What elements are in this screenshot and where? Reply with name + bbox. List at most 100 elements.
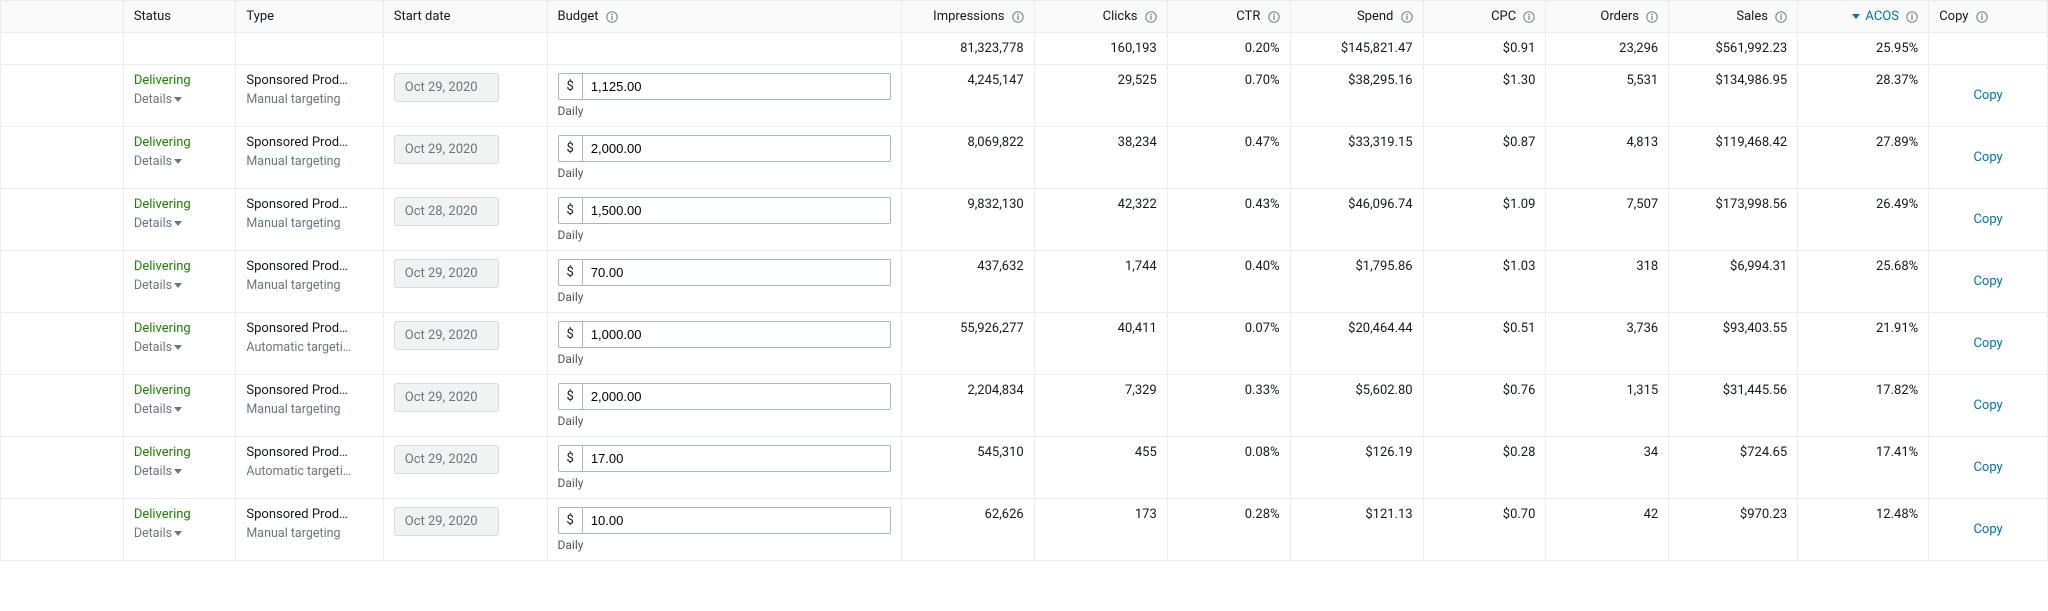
cell-acos: 12.48% (1798, 499, 1929, 561)
budget-input[interactable] (582, 259, 891, 286)
info-icon[interactable] (1145, 11, 1157, 23)
cell-cpc: $0.76 (1423, 375, 1546, 437)
info-icon[interactable] (1523, 11, 1535, 23)
budget-input[interactable] (582, 321, 891, 348)
info-icon[interactable] (1775, 11, 1787, 23)
status-badge: Delivering (134, 135, 191, 150)
chevron-down-icon (174, 283, 182, 288)
cell-acos: 27.89% (1798, 127, 1929, 189)
info-icon[interactable] (1401, 11, 1413, 23)
details-toggle[interactable]: Details (134, 340, 182, 355)
details-toggle[interactable]: Details (134, 216, 182, 231)
copy-link[interactable]: Copy (1973, 212, 2002, 227)
budget-input[interactable] (582, 383, 891, 410)
col-start-date[interactable]: Start date (383, 1, 547, 33)
start-date-chip[interactable]: Oct 29, 2020 (394, 259, 499, 288)
info-icon[interactable] (1012, 11, 1024, 23)
col-budget[interactable]: Budget (547, 1, 901, 33)
budget-input[interactable] (582, 135, 891, 162)
col-copy[interactable]: Copy (1929, 1, 2048, 33)
details-toggle[interactable]: Details (134, 154, 182, 169)
cell-orders: 4,813 (1546, 127, 1669, 189)
chevron-down-icon (174, 97, 182, 102)
col-ctr[interactable]: CTR (1167, 1, 1290, 33)
copy-link[interactable]: Copy (1973, 150, 2002, 165)
budget-input[interactable] (582, 445, 891, 472)
table-row: Delivering Details Sponsored Prod… Manua… (1, 375, 2048, 437)
cell-clicks: 7,329 (1034, 375, 1167, 437)
col-impressions[interactable]: Impressions (901, 1, 1034, 33)
cell-cpc: $1.03 (1423, 251, 1546, 313)
start-date-chip[interactable]: Oct 28, 2020 (394, 197, 499, 226)
start-date-chip[interactable]: Oct 29, 2020 (394, 73, 499, 102)
campaign-type: Sponsored Prod… (246, 259, 372, 274)
info-icon[interactable] (606, 11, 618, 23)
cell-cpc: $0.70 (1423, 499, 1546, 561)
budget-frequency: Daily (558, 538, 891, 552)
cell-sales: $724.65 (1669, 437, 1798, 499)
budget-input[interactable] (582, 73, 891, 100)
total-clicks: 160,193 (1034, 33, 1167, 65)
col-orders[interactable]: Orders (1546, 1, 1669, 33)
budget-input[interactable] (582, 197, 891, 224)
start-date-chip[interactable]: Oct 29, 2020 (394, 507, 499, 536)
col-cpc[interactable]: CPC (1423, 1, 1546, 33)
info-icon[interactable] (1906, 11, 1918, 23)
targeting-type: Manual targeting (246, 402, 372, 417)
start-date-chip[interactable]: Oct 29, 2020 (394, 321, 499, 350)
total-spend: $145,821.47 (1290, 33, 1423, 65)
copy-link[interactable]: Copy (1973, 274, 2002, 289)
col-type[interactable]: Type (236, 1, 383, 33)
currency-prefix: $ (558, 197, 582, 224)
cell-cpc: $0.28 (1423, 437, 1546, 499)
campaign-type: Sponsored Prod… (246, 135, 372, 150)
cell-acos: 17.41% (1798, 437, 1929, 499)
cell-spend: $38,295.16 (1290, 65, 1423, 127)
start-date-chip[interactable]: Oct 29, 2020 (394, 445, 499, 474)
budget-input[interactable] (582, 507, 891, 534)
cell-ctr: 0.70% (1167, 65, 1290, 127)
cell-spend: $20,464.44 (1290, 313, 1423, 375)
start-date-chip[interactable]: Oct 29, 2020 (394, 135, 499, 164)
col-clicks[interactable]: Clicks (1034, 1, 1167, 33)
copy-link[interactable]: Copy (1973, 336, 2002, 351)
copy-link[interactable]: Copy (1973, 522, 2002, 537)
col-spend[interactable]: Spend (1290, 1, 1423, 33)
col-acos[interactable]: ACOS (1798, 1, 1929, 33)
chevron-down-icon (174, 469, 182, 474)
col-sales[interactable]: Sales (1669, 1, 1798, 33)
cell-cpc: $1.30 (1423, 65, 1546, 127)
details-toggle[interactable]: Details (134, 278, 182, 293)
col-status[interactable]: Status (123, 1, 236, 33)
info-icon[interactable] (1268, 11, 1280, 23)
cell-orders: 1,315 (1546, 375, 1669, 437)
cell-sales: $134,986.95 (1669, 65, 1798, 127)
copy-link[interactable]: Copy (1973, 398, 2002, 413)
cell-ctr: 0.43% (1167, 189, 1290, 251)
info-icon[interactable] (1646, 11, 1658, 23)
cell-acos: 25.68% (1798, 251, 1929, 313)
table-row: Delivering Details Sponsored Prod… Manua… (1, 189, 2048, 251)
table-row: Delivering Details Sponsored Prod… Manua… (1, 251, 2048, 313)
targeting-type: Manual targeting (246, 154, 372, 169)
total-impressions: 81,323,778 (901, 33, 1034, 65)
cell-cpc: $0.87 (1423, 127, 1546, 189)
budget-frequency: Daily (558, 352, 891, 366)
status-badge: Delivering (134, 259, 191, 274)
cell-sales: $970.23 (1669, 499, 1798, 561)
currency-prefix: $ (558, 321, 582, 348)
copy-link[interactable]: Copy (1973, 88, 2002, 103)
details-toggle[interactable]: Details (134, 464, 182, 479)
start-date-chip[interactable]: Oct 29, 2020 (394, 383, 499, 412)
cell-impressions: 9,832,130 (901, 189, 1034, 251)
chevron-down-icon (174, 159, 182, 164)
details-toggle[interactable]: Details (134, 92, 182, 107)
cell-impressions: 545,310 (901, 437, 1034, 499)
cell-sales: $31,445.56 (1669, 375, 1798, 437)
budget-frequency: Daily (558, 476, 891, 490)
info-icon[interactable] (1976, 11, 1988, 23)
table-row: Delivering Details Sponsored Prod… Manua… (1, 499, 2048, 561)
details-toggle[interactable]: Details (134, 402, 182, 417)
details-toggle[interactable]: Details (134, 526, 182, 541)
copy-link[interactable]: Copy (1973, 460, 2002, 475)
